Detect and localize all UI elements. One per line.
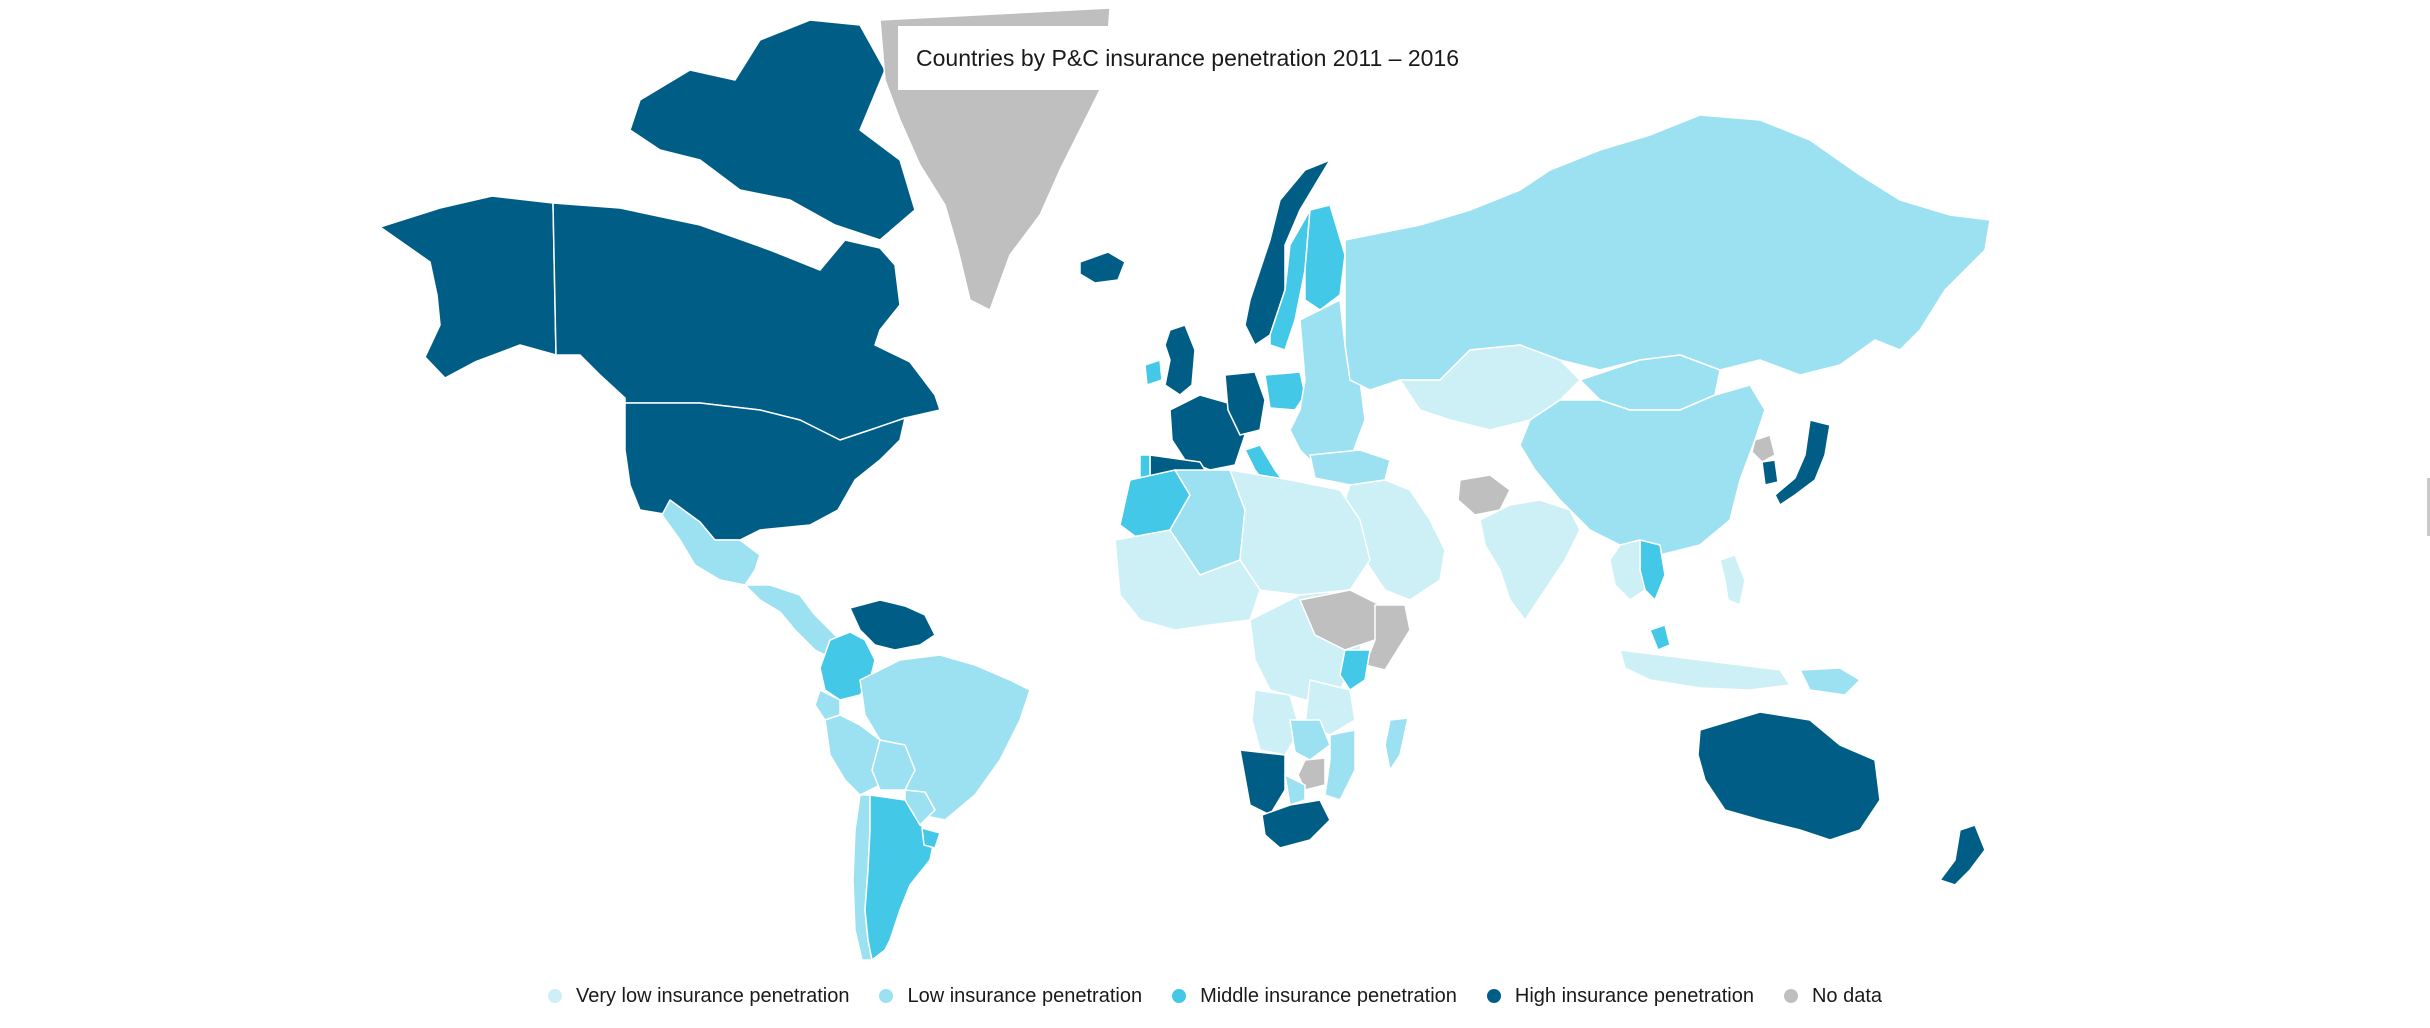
region-canadian-arctic-islands[interactable]	[629, 19, 916, 241]
region-madagascar[interactable]	[1384, 717, 1409, 771]
legend-label-low: Low insurance penetration	[907, 984, 1143, 1007]
region-france[interactable]	[1169, 394, 1246, 471]
legend-item-low[interactable]: Low insurance penetration	[879, 985, 1142, 1008]
region-united-kingdom[interactable]	[1164, 324, 1196, 396]
region-new-zealand[interactable]	[1939, 824, 1986, 886]
region-united-states[interactable]	[624, 402, 906, 541]
region-botswana[interactable]	[1284, 774, 1306, 806]
legend-label-high: High insurance penetration	[1514, 984, 1754, 1007]
scrollbar-handle[interactable]	[2427, 478, 2430, 536]
region-russia[interactable]	[1344, 114, 1991, 391]
legend-swatch-high	[1486, 989, 1501, 1003]
region-papua-new-guinea[interactable]	[1799, 667, 1861, 696]
region-zambia[interactable]	[1289, 719, 1331, 761]
region-finland[interactable]	[1304, 204, 1346, 311]
region-indonesia[interactable]	[1619, 649, 1791, 691]
legend-label-very-low: Very low insurance penetration	[575, 984, 850, 1007]
region-southeast-asia[interactable]	[1609, 539, 1646, 601]
region-malaysia[interactable]	[1649, 624, 1671, 651]
region-india[interactable]	[1479, 499, 1581, 621]
region-australia[interactable]	[1697, 711, 1881, 841]
region-namibia[interactable]	[1239, 749, 1286, 816]
region-venezuela[interactable]	[849, 599, 936, 651]
region-mozambique[interactable]	[1324, 729, 1356, 801]
region-iceland[interactable]	[1079, 251, 1126, 284]
legend-swatch-middle	[1172, 989, 1187, 1003]
legend-item-high[interactable]: High insurance penetration	[1486, 984, 1754, 1008]
region-mexico[interactable]	[661, 499, 761, 586]
region-germany[interactable]	[1224, 371, 1266, 436]
region-uruguay[interactable]	[921, 827, 941, 849]
region-kenya[interactable]	[1339, 649, 1371, 691]
map-legend: Very low insurance penetration Low insur…	[0, 978, 2430, 1014]
region-south-africa[interactable]	[1261, 799, 1331, 849]
region-china[interactable]	[1519, 384, 1766, 556]
region-kazakhstan[interactable]	[1399, 344, 1581, 431]
legend-item-middle[interactable]: Middle insurance penetration	[1172, 985, 1457, 1008]
region-brazil[interactable]	[859, 654, 1031, 821]
region-zimbabwe[interactable]	[1297, 757, 1326, 791]
region-turkey[interactable]	[1309, 449, 1391, 486]
region-poland[interactable]	[1264, 371, 1306, 411]
region-somalia[interactable]	[1364, 604, 1411, 671]
legend-label-middle: Middle insurance penetration	[1200, 984, 1457, 1007]
region-south-korea[interactable]	[1761, 459, 1779, 486]
legend-swatch-low	[879, 989, 894, 1003]
legend-swatch-very-low	[547, 989, 562, 1003]
legend-item-no-data[interactable]: No data	[1783, 984, 1883, 1008]
region-philippines[interactable]	[1719, 554, 1746, 606]
map-title: Countries by P&C insurance penetration 2…	[898, 26, 1477, 90]
region-alaska[interactable]	[379, 195, 557, 379]
region-japan[interactable]	[1774, 419, 1831, 506]
region-north-korea[interactable]	[1751, 434, 1776, 463]
region-canada[interactable]	[552, 202, 941, 441]
legend-swatch-no-data	[1783, 989, 1798, 1003]
region-ireland[interactable]	[1144, 359, 1163, 386]
legend-item-very-low[interactable]: Very low insurance penetration	[547, 984, 850, 1008]
legend-label-no-data: No data	[1811, 984, 1883, 1007]
